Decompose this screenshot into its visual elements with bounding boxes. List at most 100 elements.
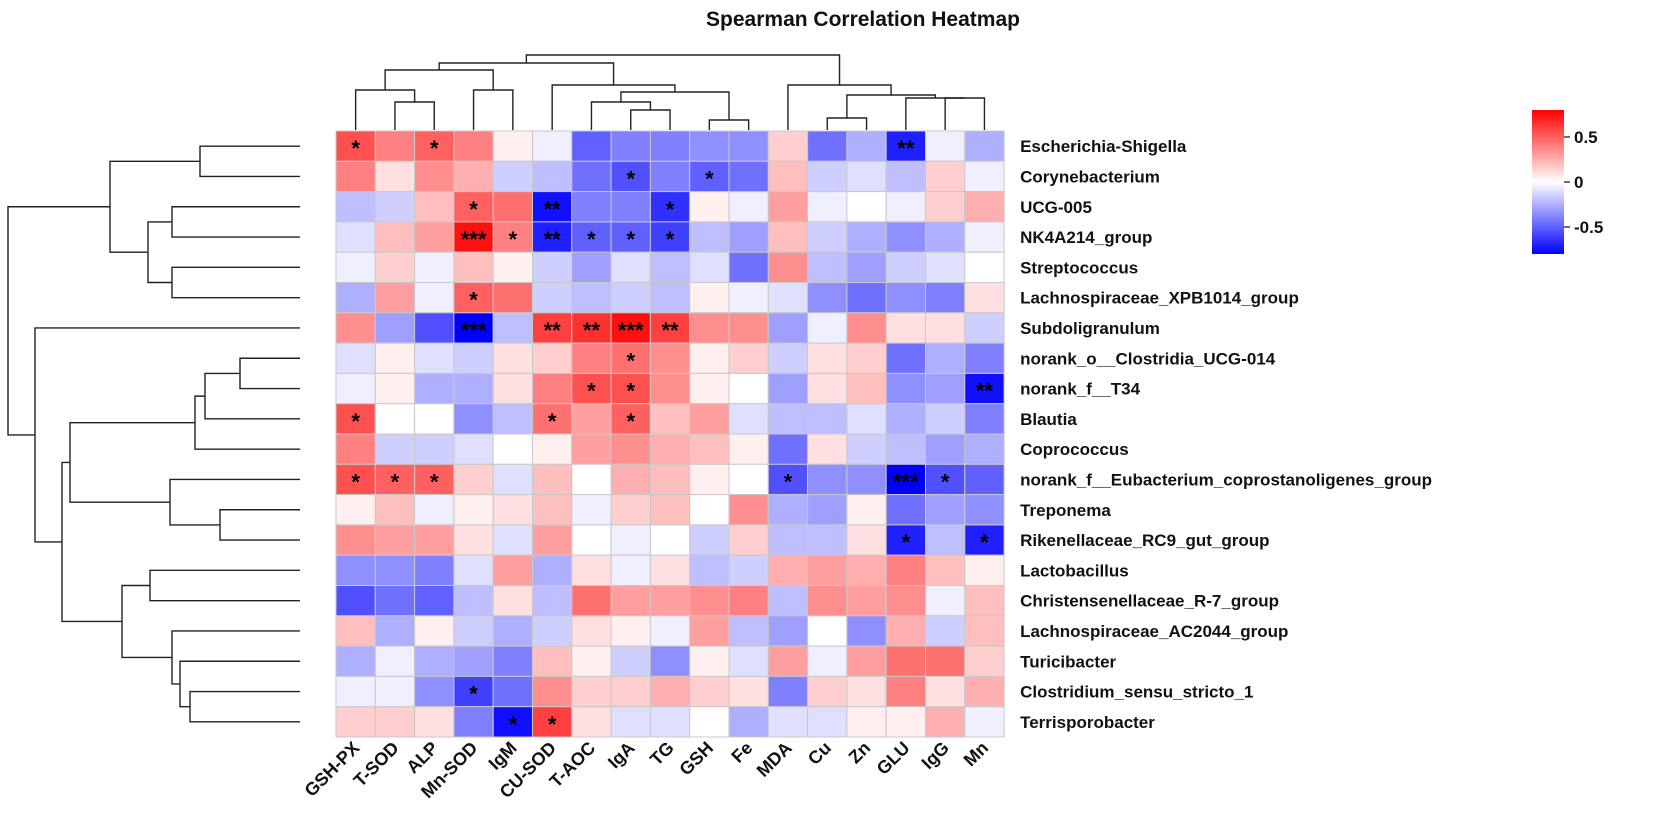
- heatmap-cell: [492, 342, 534, 374]
- heatmap-cell: [532, 282, 573, 314]
- heatmap-cell: [728, 282, 769, 314]
- heatmap-cell: [532, 251, 573, 283]
- heatmap-cell: [807, 312, 848, 344]
- heatmap-cell: [925, 615, 966, 647]
- heatmap-cell: [610, 251, 651, 283]
- heatmap-cell: [335, 251, 376, 283]
- heatmap-cell: [689, 494, 730, 526]
- heatmap-cell: [414, 191, 455, 223]
- dendrogram-branch: [171, 206, 300, 238]
- heatmap-cell: [649, 342, 691, 374]
- row-label: Blautia: [1020, 410, 1077, 429]
- dendrogram-branch: [199, 145, 300, 178]
- heatmap-cell: [728, 372, 769, 405]
- heatmap-cell: [532, 463, 573, 496]
- heatmap-cell: [492, 494, 534, 526]
- column-label: Zn: [845, 738, 875, 768]
- heatmap-cell: [492, 585, 534, 617]
- heatmap-cell: [335, 706, 376, 738]
- heatmap-cell: [846, 675, 887, 708]
- heatmap-cell: [492, 645, 534, 677]
- row-label: UCG-005: [1020, 198, 1092, 217]
- heatmap-cell: [414, 585, 455, 617]
- column-label: MDA: [753, 738, 796, 781]
- heatmap-cell: [925, 191, 966, 223]
- heatmap-cell: [335, 130, 376, 162]
- heatmap-cell: [689, 615, 730, 647]
- heatmap-cell: [807, 191, 848, 223]
- heatmap-cell: [374, 494, 416, 526]
- heatmap-cell: [610, 554, 651, 587]
- dendrogram-branch: [149, 569, 300, 602]
- heatmap-cell: [492, 675, 534, 708]
- heatmap-cell: [689, 524, 730, 556]
- heatmap-cell: [728, 463, 769, 496]
- significance-mark: *: [626, 348, 635, 373]
- heatmap-cell: [807, 494, 848, 526]
- heatmap-cell: [610, 191, 651, 223]
- heatmap-cell: [964, 554, 1005, 587]
- row-label: Treponema: [1020, 501, 1111, 520]
- heatmap-cell: [767, 433, 809, 465]
- dendrogram-branch: [394, 101, 435, 130]
- heatmap-cell: [767, 372, 809, 405]
- heatmap-cell: [532, 433, 573, 465]
- significance-mark: *: [626, 227, 635, 252]
- heatmap-cell: [807, 403, 848, 435]
- heatmap-cell: [532, 403, 573, 435]
- heatmap-cell: [767, 645, 809, 677]
- heatmap-cell: [374, 191, 416, 223]
- heatmap-cell: [374, 130, 416, 162]
- chart-title: Spearman Correlation Heatmap: [706, 8, 1020, 31]
- heatmap-cell: [885, 433, 927, 465]
- dendrogram-branch: [169, 478, 300, 526]
- dendrogram-branch: [194, 395, 300, 450]
- heatmap-cell: [846, 312, 887, 344]
- heatmap-cell: [728, 160, 769, 193]
- heatmap-cell: [414, 312, 455, 344]
- heatmap-cell: [532, 615, 573, 647]
- heatmap-cell: [728, 251, 769, 283]
- heatmap-cell: [964, 251, 1005, 283]
- heatmap-cell: [414, 372, 455, 405]
- heatmap-cell: [610, 585, 651, 617]
- heatmap-cell: [453, 130, 494, 162]
- heatmap-cell: [532, 342, 573, 374]
- heatmap-cell: [374, 282, 416, 314]
- color-legend: 0.5 0 -0.5: [1532, 110, 1603, 254]
- significance-mark: *: [626, 409, 635, 434]
- heatmap-cell: [610, 615, 651, 647]
- column-label: GSH: [675, 738, 717, 780]
- column-label: Fe: [727, 738, 756, 767]
- heatmap-cell: [492, 312, 534, 344]
- heatmap-cell: [335, 675, 376, 708]
- heatmap-cell: [571, 221, 612, 253]
- legend-ticks: 0.5 0 -0.5: [1564, 128, 1603, 237]
- heatmap-cell: [728, 342, 769, 374]
- heatmap-cell: [728, 403, 769, 435]
- heatmap-cell: [964, 615, 1005, 647]
- dendrogram-branch: [219, 509, 300, 541]
- significance-mark: **: [976, 379, 994, 404]
- heatmap-cell: [374, 675, 416, 708]
- heatmap-cell: [807, 675, 848, 708]
- heatmap-cell: [925, 251, 966, 283]
- heatmap-cell: [846, 615, 887, 647]
- column-label: TG: [646, 738, 678, 770]
- heatmap-cell: [885, 403, 927, 435]
- heatmap-cell: [610, 706, 651, 738]
- heatmap-cell: [846, 706, 887, 738]
- heatmap-cell: [610, 463, 651, 496]
- significance-mark: *: [666, 197, 675, 222]
- heatmap-cell: [728, 191, 769, 223]
- significance-mark: *: [351, 469, 360, 494]
- heatmap-cell: [925, 494, 966, 526]
- heatmap-cell: [689, 130, 730, 162]
- heatmap-cell: [414, 615, 455, 647]
- heatmap-cell: [767, 585, 809, 617]
- heatmap-cell: [414, 706, 455, 738]
- heatmap-cell: [571, 372, 612, 405]
- heatmap-cell: [335, 645, 376, 677]
- heatmap-cell: [689, 372, 730, 405]
